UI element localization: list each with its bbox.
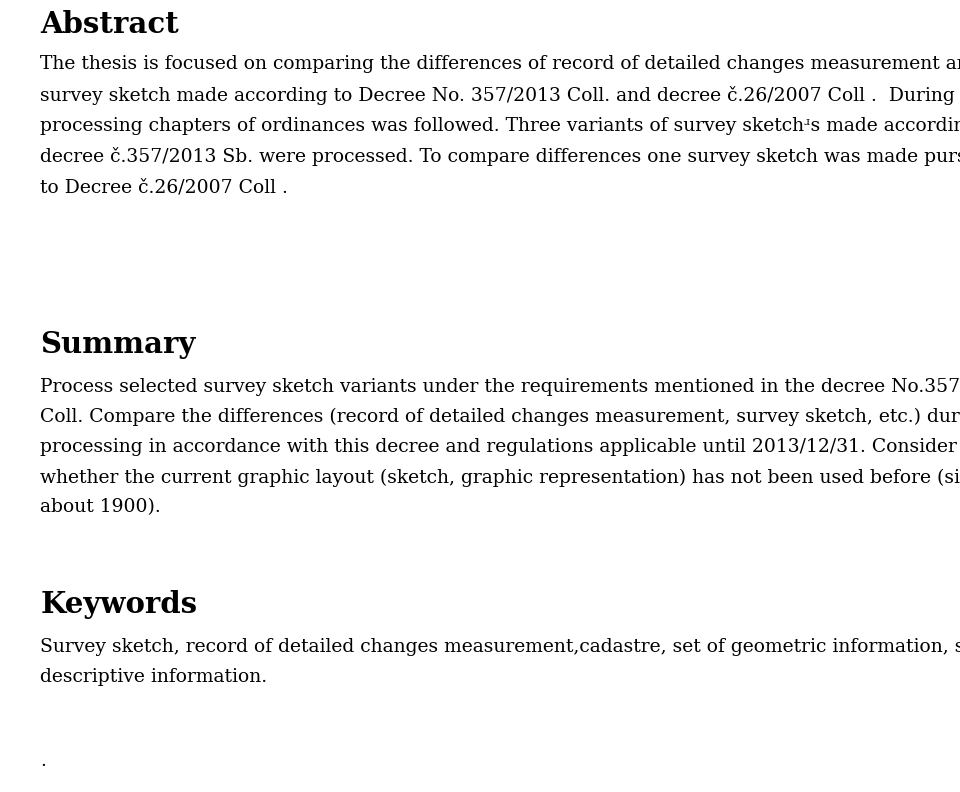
Text: Process selected survey sketch variants under the requirements mentioned in the : Process selected survey sketch variants … [40, 378, 960, 516]
Text: .: . [40, 752, 46, 770]
Text: Survey sketch, record of detailed changes measurement,cadastre, set of geometric: Survey sketch, record of detailed change… [40, 638, 960, 686]
Text: Abstract: Abstract [40, 10, 180, 39]
Text: Summary: Summary [40, 330, 196, 359]
Text: The thesis is focused on comparing the differences of record of detailed changes: The thesis is focused on comparing the d… [40, 55, 960, 196]
Text: Keywords: Keywords [40, 590, 198, 619]
